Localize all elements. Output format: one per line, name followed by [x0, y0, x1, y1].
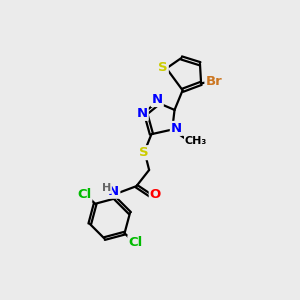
Text: N: N [152, 93, 163, 106]
Text: N: N [108, 185, 119, 198]
Text: N: N [171, 122, 182, 135]
Text: S: S [158, 61, 168, 74]
Text: Cl: Cl [128, 236, 142, 249]
Text: S: S [139, 146, 149, 159]
Text: H: H [102, 183, 111, 193]
Text: O: O [150, 188, 161, 201]
Text: N: N [136, 107, 148, 120]
Text: Br: Br [206, 74, 222, 88]
Text: CH₃: CH₃ [185, 136, 207, 146]
Text: Cl: Cl [77, 188, 91, 201]
